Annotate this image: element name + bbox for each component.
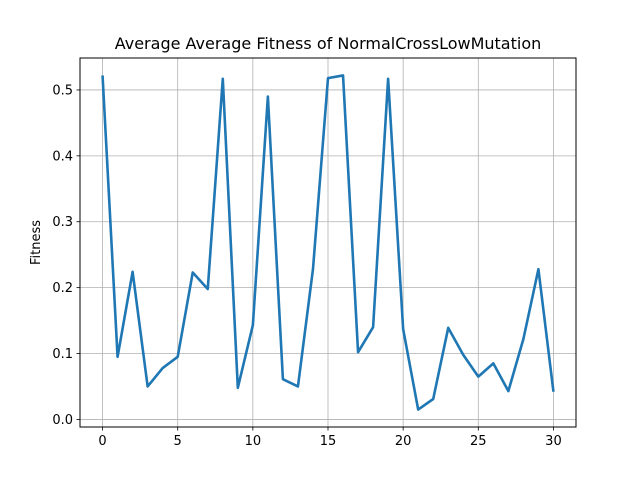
series-group (101, 74, 555, 411)
y-tick-label: 0.0 (52, 413, 73, 428)
y-tick-label: 0.4 (52, 149, 73, 164)
series-line (101, 74, 555, 411)
y-tick-label: 0.3 (52, 215, 73, 230)
x-tick-label: 10 (245, 434, 262, 449)
x-tick-label: 20 (395, 434, 412, 449)
y-axis: 0.0 0.1 0.2 0.3 0.4 0.5 (52, 83, 80, 428)
chart-title: Average Average Fitness of NormalCrossLo… (115, 34, 542, 53)
y-tick-label: 0.5 (52, 83, 73, 98)
y-tick-label: 0.1 (52, 347, 73, 362)
y-tick-label: 0.2 (52, 281, 73, 296)
y-axis-label: Fitness (29, 220, 44, 265)
x-tick-label: 30 (545, 434, 562, 449)
x-tick-label: 0 (98, 434, 106, 449)
x-tick-label: 15 (320, 434, 337, 449)
x-tick-label: 25 (470, 434, 487, 449)
x-tick-label: 5 (174, 434, 182, 449)
x-axis: 0 5 10 15 20 25 30 (98, 427, 562, 449)
